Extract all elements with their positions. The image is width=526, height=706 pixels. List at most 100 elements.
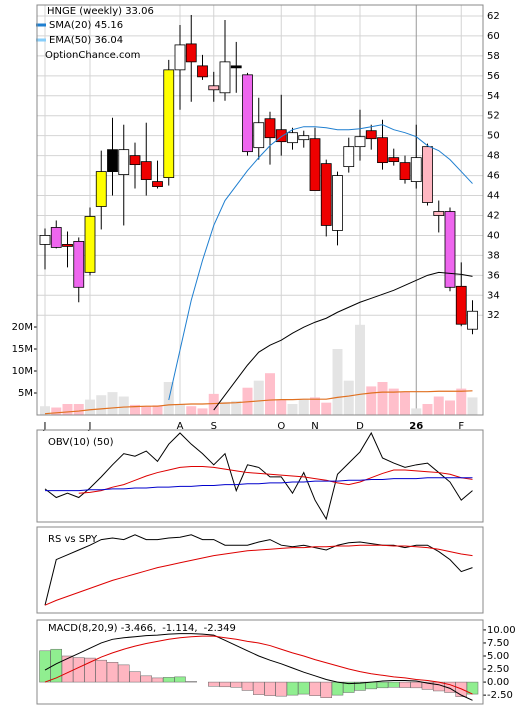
- volume-bar: [343, 380, 354, 415]
- volume-bar: [51, 407, 62, 415]
- legend-label: SMA(20) 45.16: [49, 20, 123, 31]
- legend-label: EMA(50) 36.04: [49, 35, 123, 46]
- indicator-line: [213, 271, 473, 411]
- candle-body: [197, 65, 208, 78]
- volume-bar: [467, 397, 478, 415]
- histogram-bar: [230, 681, 242, 688]
- indicator-line: [44, 431, 473, 521]
- y-tick-label: 48: [487, 151, 500, 162]
- volume-bar: [355, 324, 365, 415]
- volume-bar: [130, 404, 140, 415]
- volume-bar: [411, 408, 422, 415]
- candle-body: [152, 181, 163, 187]
- candle-body: [73, 241, 85, 288]
- candle-body: [242, 74, 253, 153]
- candle-body: [174, 44, 186, 71]
- candle-body: [107, 149, 118, 172]
- candle-body: [399, 162, 411, 180]
- panel-title: OBV(10) (50): [48, 437, 114, 448]
- panel-frame: [36, 4, 484, 416]
- candle-body: [332, 175, 343, 231]
- volume-bar: [197, 408, 208, 415]
- indicator-line: [168, 124, 473, 401]
- candle-body: [253, 122, 265, 149]
- volume-bar: [62, 404, 73, 415]
- candle-body: [309, 138, 321, 191]
- candle-body: [388, 157, 400, 163]
- y-tick-label: 42: [487, 210, 500, 221]
- volume-bar: [377, 382, 388, 415]
- volume-bar: [107, 392, 118, 415]
- volume-bar: [388, 388, 399, 415]
- chart-title: HNGE (weekly) 33.06: [47, 6, 154, 17]
- y-tick-label: 62: [487, 11, 500, 22]
- histogram-bar: [331, 681, 344, 696]
- y-tick-label: 2.50: [487, 664, 509, 675]
- panel-title: -1.114,: [162, 623, 197, 634]
- y-tick-label: 10M: [12, 366, 33, 377]
- volume-bar: [445, 400, 455, 415]
- candle-body: [444, 211, 456, 288]
- y-tick-label: 60: [487, 31, 500, 42]
- volume-bar: [400, 391, 410, 415]
- volume-bar: [456, 388, 467, 415]
- candle-body: [95, 171, 107, 207]
- candle-body: [354, 136, 366, 148]
- watermark: OptionChance.com: [45, 50, 140, 61]
- panel-frame: [36, 429, 484, 523]
- volume-bar: [141, 406, 152, 415]
- volume-bar: [321, 402, 332, 415]
- x-tick-label: A: [177, 421, 184, 432]
- panel-title: MACD(8,20,9) -3.466,: [48, 623, 156, 634]
- histogram-bar: [129, 671, 141, 683]
- y-tick-label: 58: [487, 51, 500, 62]
- candle-body: [287, 132, 298, 144]
- histogram-bar: [185, 681, 197, 683]
- candle-body: [467, 310, 478, 330]
- candle-body: [118, 149, 130, 175]
- histogram-bar: [365, 681, 377, 690]
- x-tick-label: 26: [409, 421, 423, 432]
- y-tick-label: 40: [487, 230, 500, 241]
- y-tick-label: 32: [487, 310, 500, 321]
- y-tick-label: -2.50: [487, 690, 513, 701]
- candle-body: [275, 129, 287, 143]
- volume-bar: [85, 399, 95, 415]
- histogram-bar: [118, 664, 130, 683]
- panel-title: RS vs SPY: [48, 534, 98, 545]
- y-tick-label: 20M: [12, 322, 33, 333]
- y-tick-label: 7.50: [487, 638, 509, 649]
- candle-body: [84, 216, 96, 273]
- histogram-bar: [39, 650, 51, 683]
- volume-bar: [310, 397, 320, 415]
- histogram-bar: [140, 675, 152, 683]
- indicator-line: [44, 534, 473, 606]
- volume-bar: [433, 396, 444, 415]
- candle-body: [455, 285, 467, 325]
- histogram-bar: [376, 681, 389, 689]
- y-tick-label: 5.00: [487, 651, 509, 662]
- candle-body: [298, 135, 310, 141]
- indicator-line: [44, 544, 473, 606]
- histogram-bar: [73, 657, 85, 683]
- histogram-bar: [219, 681, 231, 688]
- volume-bar: [366, 386, 377, 415]
- candle-body: [208, 85, 220, 91]
- y-tick-label: 38: [487, 250, 500, 261]
- histogram-bar: [264, 681, 276, 696]
- y-tick-label: 34: [487, 290, 500, 301]
- histogram-bar: [84, 657, 96, 683]
- histogram-bar: [309, 681, 321, 696]
- histogram-bar: [410, 681, 422, 689]
- volume-bar: [231, 400, 242, 415]
- histogram-bar: [275, 681, 287, 697]
- y-tick-label: 50: [487, 131, 500, 142]
- candle-body: [140, 161, 152, 180]
- y-tick-label: 36: [487, 270, 500, 281]
- candle-body: [343, 146, 355, 168]
- candle-body: [264, 118, 276, 139]
- histogram-bar: [253, 681, 265, 695]
- candle-body: [320, 163, 332, 226]
- y-tick-label: 10.00: [487, 625, 516, 636]
